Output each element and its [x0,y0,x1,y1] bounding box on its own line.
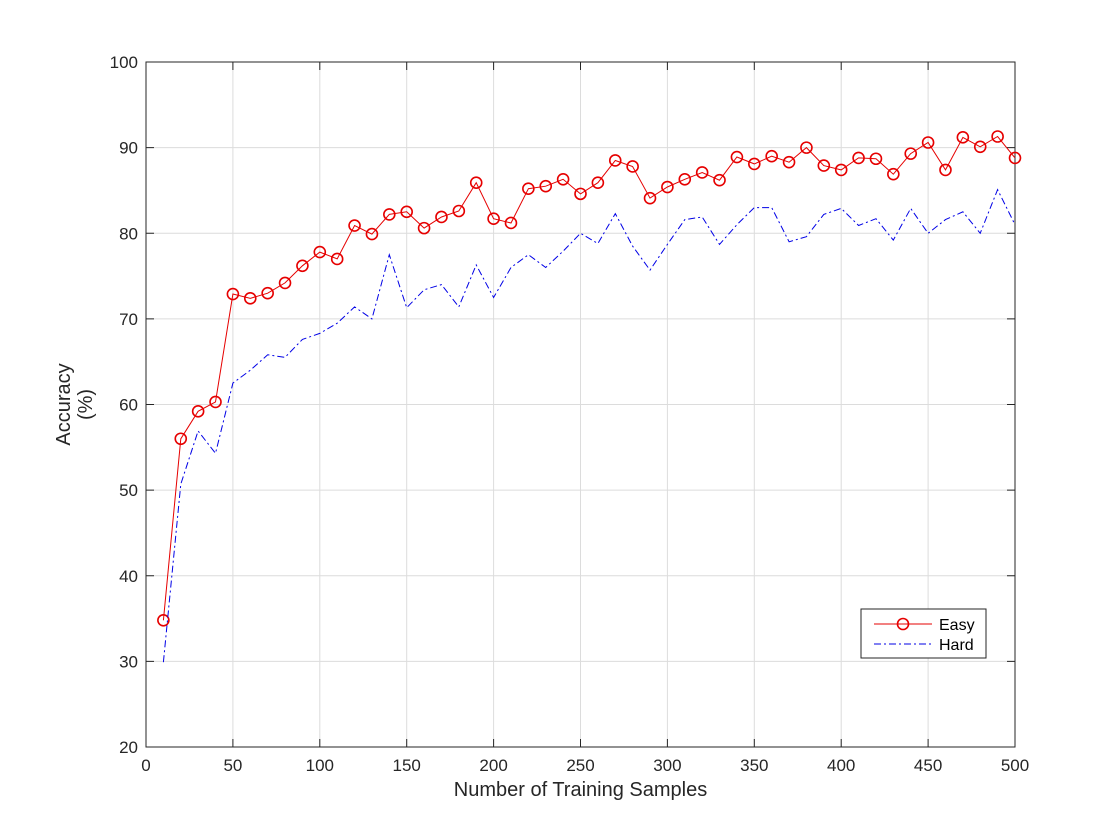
data-point-easy [921,136,935,149]
data-point-easy [956,131,970,144]
data-point-easy [591,176,605,190]
x-tick-label: 0 [141,756,150,775]
series-line-hard [162,188,1016,663]
data-point-easy [539,179,553,193]
data-point-easy [1008,151,1022,165]
data-point-easy [800,141,813,154]
y-tick-label: 50 [119,481,138,500]
data-point-easy [487,212,500,225]
y-tick-label: 20 [119,738,138,757]
data-point-easy [504,216,518,230]
y-tick-label: 40 [119,567,138,586]
data-point-easy [400,205,414,219]
x-tick-label: 300 [653,756,681,775]
data-point-easy [330,252,344,266]
legend-marker-easy [896,617,910,631]
data-point-easy [765,149,778,163]
data-point-easy [730,150,744,164]
x-tick-label: 500 [1001,756,1029,775]
data-point-easy [574,187,587,201]
data-point-easy [417,221,431,235]
x-tick-label: 150 [393,756,421,775]
series-layer [157,130,1022,663]
data-point-easy [296,259,309,273]
data-point-easy [365,227,379,241]
data-point-easy [278,276,292,290]
data-point-easy [852,151,865,165]
data-point-easy [522,182,535,196]
data-point-easy [261,286,274,300]
axis-ticks: 0 50 100 150 200 250 300 350 400 450 500 20 30 40 50 60… [110,53,1030,775]
x-axis-label: Number of Training Samples [454,779,707,801]
data-point-easy [713,173,726,187]
data-point-easy [643,191,657,205]
x-tick-label: 100 [306,756,334,775]
data-point-easy [348,219,361,232]
x-tick-label: 50 [223,756,242,775]
y-axis-label-line-1: Accuracy [53,363,75,445]
x-tick-label: 450 [914,756,942,775]
y-tick-label: 30 [119,652,138,671]
legend-label-easy: Easy [939,617,975,634]
data-point-easy [678,173,692,186]
data-point-easy [817,159,831,172]
data-point-easy [157,613,170,627]
data-point-easy [608,154,622,167]
data-point-easy [435,210,448,224]
data-point-easy [991,130,1004,143]
x-tick-label: 250 [566,756,594,775]
data-point-easy [469,176,483,190]
data-point-easy [782,155,796,169]
data-point-easy [695,166,709,179]
data-point-easy [661,180,674,194]
data-point-easy [452,204,466,218]
y-tick-label: 80 [119,224,138,243]
data-point-easy [556,173,570,186]
data-point-easy [747,157,761,171]
series-line-easy [162,135,1016,621]
data-point-easy [209,395,222,409]
data-point-easy [626,160,639,173]
data-point-easy [869,152,883,166]
data-point-easy [973,140,987,154]
legend: Easy Hard [860,608,987,659]
data-point-easy [174,432,188,446]
data-point-easy [904,147,918,160]
y-tick-label: 70 [119,310,138,329]
legend-label-hard: Hard [939,637,974,654]
x-tick-label: 350 [740,756,768,775]
data-point-easy [226,287,240,301]
y-tick-label: 60 [119,396,138,415]
y-tick-label: 100 [110,53,138,72]
y-axis-label: Accuracy (%) [53,363,97,445]
data-point-easy [939,163,952,177]
y-axis-label-line-2: (%) [75,389,97,420]
y-tick-label: 90 [119,139,138,158]
grid-lines [146,62,1015,747]
data-point-easy [243,292,257,305]
data-point-easy [834,163,848,177]
data-point-easy [313,245,327,259]
x-tick-label: 400 [827,756,855,775]
data-point-easy [191,405,205,418]
data-point-easy [887,167,900,181]
legend-box [860,608,987,659]
x-tick-label: 200 [479,756,507,775]
data-point-easy [383,208,396,221]
